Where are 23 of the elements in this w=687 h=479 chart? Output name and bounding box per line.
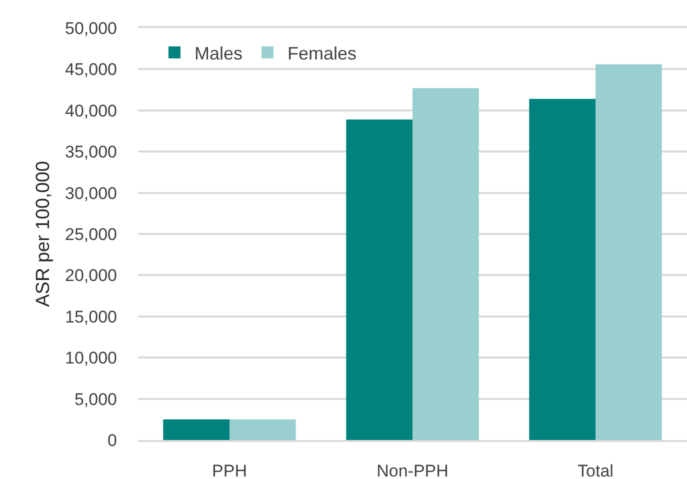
y-tick-label: 5,000 xyxy=(74,390,117,409)
legend-label: Males xyxy=(194,43,242,64)
bar xyxy=(346,119,412,440)
y-tick-label: 10,000 xyxy=(65,348,117,368)
x-tick-label: PPH xyxy=(212,461,247,479)
y-tick-label: 30,000 xyxy=(65,184,117,203)
bar xyxy=(412,88,479,440)
bar xyxy=(163,419,230,440)
bar xyxy=(529,98,596,440)
y-tick-label: 40,000 xyxy=(65,101,117,120)
y-tick-label: 20,000 xyxy=(65,266,117,286)
bar xyxy=(596,64,662,440)
y-axis-title: ASR per 100,000 xyxy=(32,161,54,307)
bar xyxy=(230,419,296,440)
x-tick-label: Non-PPH xyxy=(376,461,448,479)
x-tick-label: Total xyxy=(578,461,614,479)
y-tick-label: 15,000 xyxy=(65,307,117,326)
y-tick-label: 25,000 xyxy=(65,224,117,244)
y-tick-label: 45,000 xyxy=(65,60,117,80)
y-tick-label: 35,000 xyxy=(65,142,117,162)
legend-label: Females xyxy=(287,43,357,64)
y-tick-label: 50,000 xyxy=(65,18,117,38)
y-tick-label: 0 xyxy=(108,430,117,450)
